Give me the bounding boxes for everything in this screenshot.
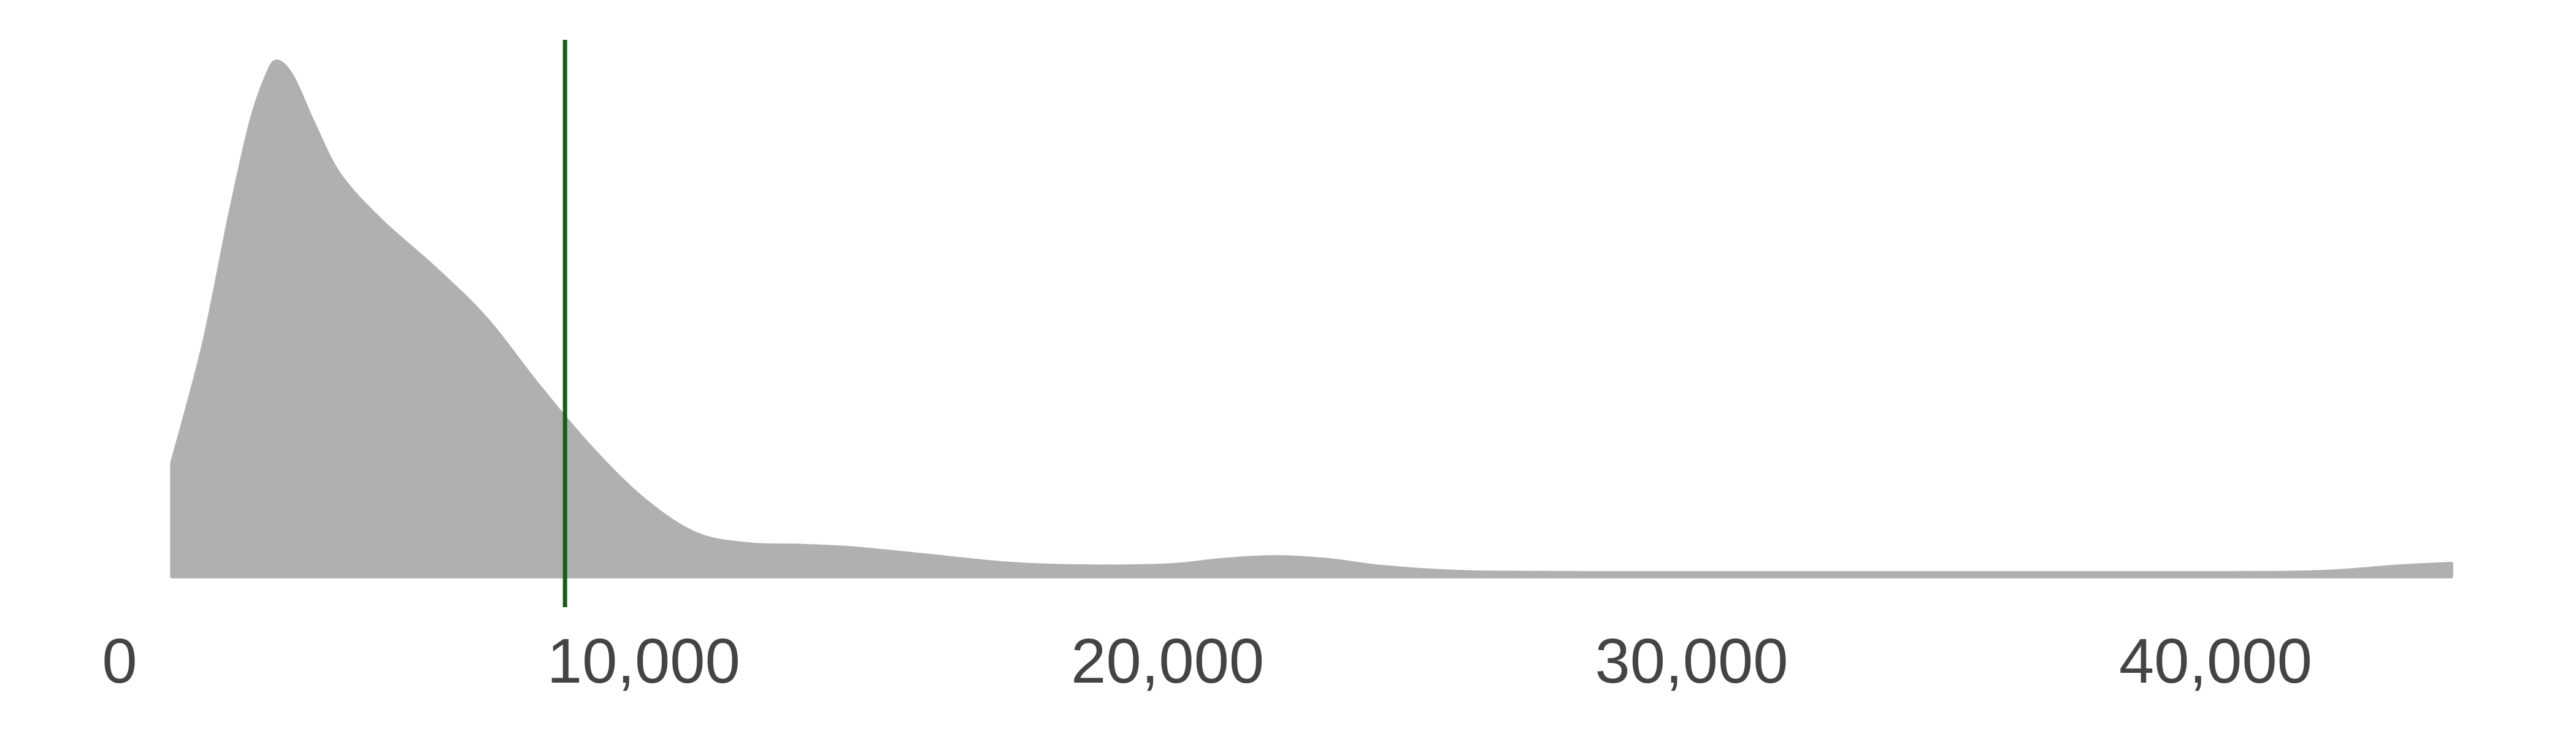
density-area-0 (170, 59, 2453, 578)
x-tick-label: 10,000 (547, 626, 740, 696)
x-tick-label: 0 (102, 626, 137, 696)
x-tick-label: 20,000 (1071, 626, 1264, 696)
density-area-layer (170, 59, 2453, 578)
x-tick-label: 30,000 (1595, 626, 1788, 696)
x-tick-label: 40,000 (2119, 626, 2312, 696)
x-axis-tick-labels: 0 10,000 20,000 30,000 40,000 (102, 626, 2312, 696)
